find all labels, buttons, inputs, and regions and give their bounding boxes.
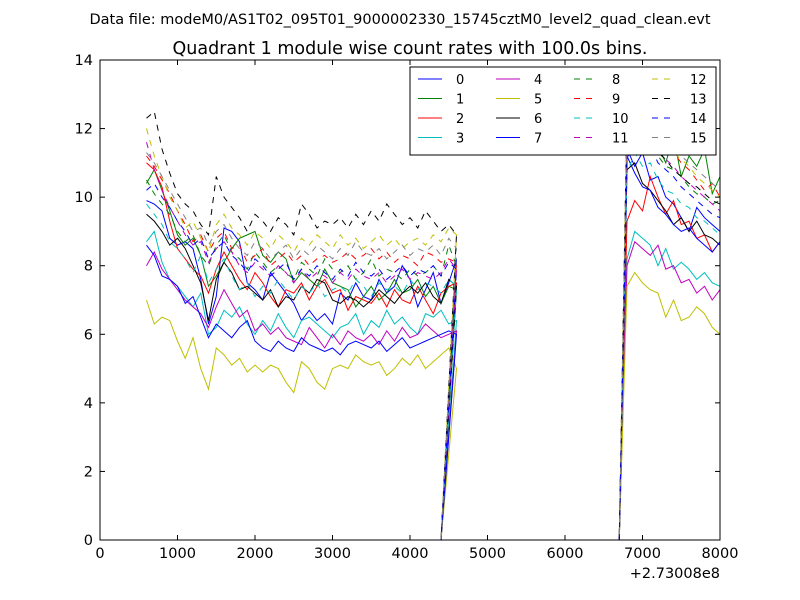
y-tick-label: 0 xyxy=(84,533,93,549)
legend-frame xyxy=(409,66,717,156)
chart-title: Quadrant 1 module wise count rates with … xyxy=(173,39,648,59)
legend-label-4: 4 xyxy=(534,73,542,88)
y-tick-label: 14 xyxy=(75,53,93,69)
series-line-9 xyxy=(146,99,720,540)
series-line-2 xyxy=(146,162,720,540)
legend-label-6: 6 xyxy=(534,112,542,127)
legend-label-15: 15 xyxy=(690,132,707,147)
x-tick-label: 2000 xyxy=(237,546,274,562)
legend-label-12: 12 xyxy=(690,73,707,88)
chart-suptitle: Data file: modeM0/AS1T02_095T01_90000023… xyxy=(89,12,710,28)
x-tick-label: 3000 xyxy=(314,546,351,562)
legend-label-13: 13 xyxy=(690,93,707,108)
legend-label-0: 0 xyxy=(456,73,464,88)
series-line-4 xyxy=(146,240,720,540)
series-line-8 xyxy=(146,131,720,540)
y-tick-label: 6 xyxy=(84,327,93,343)
series-line-14 xyxy=(146,137,720,540)
legend-label-2: 2 xyxy=(456,112,464,127)
x-tick-label: 6000 xyxy=(547,546,584,562)
series-line-10 xyxy=(146,151,720,540)
series-line-11 xyxy=(146,110,720,540)
legend-label-5: 5 xyxy=(534,93,542,108)
y-tick-label: 10 xyxy=(75,190,93,206)
series-line-5 xyxy=(146,271,720,540)
legend-label-11: 11 xyxy=(612,132,629,147)
legend-label-9: 9 xyxy=(612,93,620,108)
legend-label-3: 3 xyxy=(456,132,464,147)
y-tick-label: 4 xyxy=(84,396,93,412)
x-tick-label: 7000 xyxy=(624,546,661,562)
legend-label-8: 8 xyxy=(612,73,620,88)
y-tick-label: 2 xyxy=(84,464,93,480)
x-tick-label: 8000 xyxy=(702,546,739,562)
legend-label-10: 10 xyxy=(612,112,629,127)
y-tick-label: 12 xyxy=(75,122,93,138)
legend-label-1: 1 xyxy=(456,93,464,108)
legend-label-14: 14 xyxy=(690,112,707,127)
x-tick-label: 4000 xyxy=(392,546,429,562)
series-line-3 xyxy=(146,230,720,540)
legend-label-7: 7 xyxy=(534,132,542,147)
axis-layer: 0 1000 2000 3000 4000 5000 6000 7000 80000246810… xyxy=(75,53,739,562)
series-line-7 xyxy=(146,155,720,540)
x-offset-label: +2.73008e8 xyxy=(630,566,720,582)
y-tick-label: 8 xyxy=(84,259,93,275)
x-tick-label: 5000 xyxy=(469,546,506,562)
x-tick-label: 0 xyxy=(95,546,104,562)
series-line-13 xyxy=(146,106,720,540)
series-line-6 xyxy=(146,162,720,540)
x-tick-label: 1000 xyxy=(159,546,196,562)
